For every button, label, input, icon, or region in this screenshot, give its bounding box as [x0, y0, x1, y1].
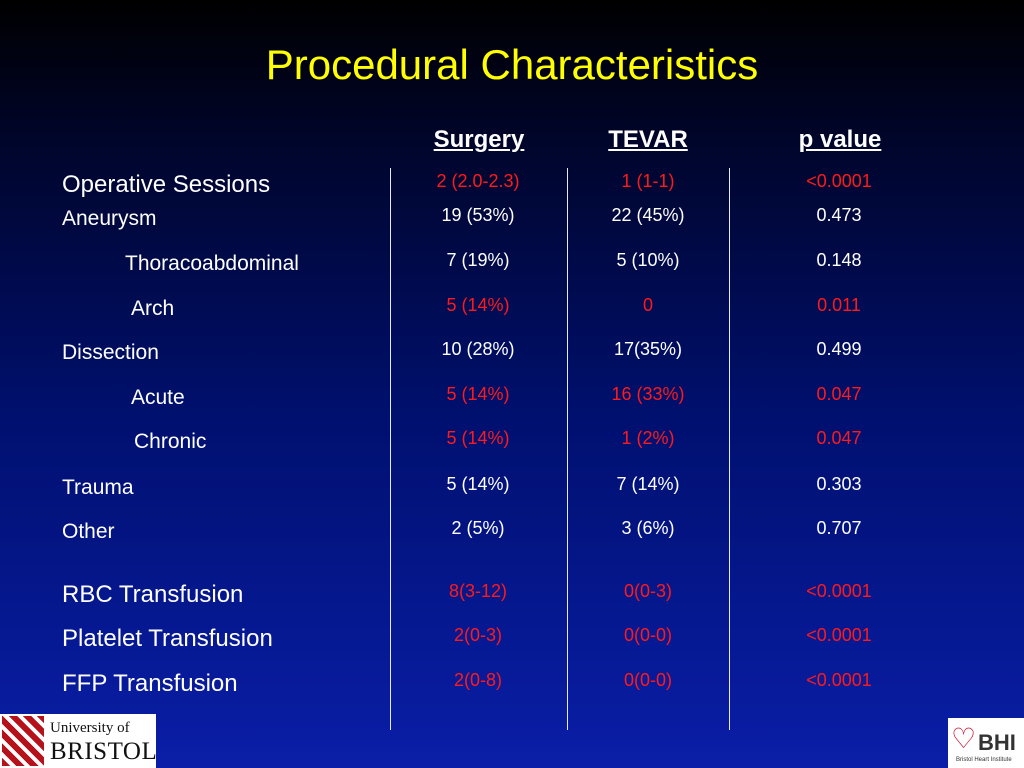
cell-surgery: 2(0-3)	[453, 625, 502, 645]
row-label: Acute	[131, 386, 185, 409]
cell-p-value: 0.499	[816, 339, 862, 359]
cell-surgery: 8(3-12)	[448, 581, 508, 601]
cell-p-value: 0.707	[816, 518, 862, 538]
row-label: Thoracoabdominal	[125, 252, 299, 275]
column-header-tevar: TEVAR	[608, 126, 688, 153]
row-label: Aneurysm	[62, 207, 157, 230]
cell-p-value: 0.047	[816, 428, 862, 448]
cell-p-value: <0.0001	[806, 625, 872, 645]
bhi-logo-name: BHI	[978, 730, 1016, 755]
cell-tevar: 3 (6%)	[621, 518, 675, 538]
cell-surgery: 5 (14%)	[446, 428, 510, 448]
row-label: Trauma	[62, 476, 134, 499]
cell-surgery: 5 (14%)	[446, 295, 510, 315]
university-logo-line1: University of	[50, 720, 130, 736]
cell-p-value: <0.0001	[806, 581, 872, 601]
cell-p-value: <0.0001	[806, 670, 872, 690]
cell-p-value: 0.011	[817, 295, 861, 315]
cell-p-value: 0.303	[816, 474, 862, 494]
row-label: FFP Transfusion	[62, 670, 238, 697]
cell-tevar: 1 (2%)	[621, 428, 675, 448]
university-of-bristol-logo: University of BRISTOL	[0, 714, 158, 768]
cell-surgery: 2 (5%)	[451, 518, 505, 538]
row-label: Arch	[131, 297, 175, 320]
cell-tevar: 22 (45%)	[611, 205, 685, 225]
heart-icon: ♡	[951, 723, 977, 754]
cell-surgery: 2(0-8)	[453, 670, 502, 690]
cell-surgery: 10 (28%)	[441, 339, 515, 359]
cell-tevar: 17(35%)	[613, 339, 683, 359]
cell-surgery: 7 (19%)	[446, 250, 510, 270]
cell-p-value: 0.473	[816, 205, 862, 225]
cell-surgery: 5 (14%)	[446, 474, 510, 494]
cell-surgery: 5 (14%)	[446, 384, 510, 404]
column-header-surgery: Surgery	[433, 126, 525, 153]
cell-tevar: 5 (10%)	[616, 250, 680, 270]
university-logo-line2: BRISTOL	[50, 738, 158, 765]
row-label: Chronic	[134, 430, 207, 453]
cell-p-value: <0.0001	[806, 171, 872, 191]
cell-tevar: 7 (14%)	[616, 474, 680, 494]
cell-tevar: 16 (33%)	[611, 384, 685, 404]
row-label: Operative Sessions	[62, 171, 271, 198]
bristol-heart-institute-logo: ♡ BHI Bristol Heart Institute	[948, 718, 1024, 768]
cell-tevar: 1 (1-1)	[621, 171, 675, 191]
column-header-p-value: p value	[798, 126, 882, 153]
slide-title: Procedural Characteristics	[265, 41, 759, 88]
cell-tevar: 0	[642, 295, 653, 315]
row-label: Dissection	[62, 341, 159, 364]
cell-surgery: 2 (2.0-2.3)	[436, 171, 520, 191]
cell-p-value: 0.047	[816, 384, 862, 404]
row-label: Platelet Transfusion	[62, 625, 273, 652]
crest-icon	[2, 716, 44, 766]
row-label: Other	[62, 520, 115, 543]
cell-p-value: 0.148	[816, 250, 862, 270]
cell-tevar: 0(0-0)	[623, 625, 672, 645]
cell-tevar: 0(0-0)	[623, 670, 672, 690]
row-label: RBC Transfusion	[62, 581, 244, 608]
cell-surgery: 19 (53%)	[441, 205, 515, 225]
bhi-logo-subtitle: Bristol Heart Institute	[956, 757, 1012, 763]
column-divider	[729, 168, 730, 730]
column-divider	[390, 168, 391, 730]
column-divider	[567, 168, 568, 730]
cell-tevar: 0(0-3)	[623, 581, 672, 601]
